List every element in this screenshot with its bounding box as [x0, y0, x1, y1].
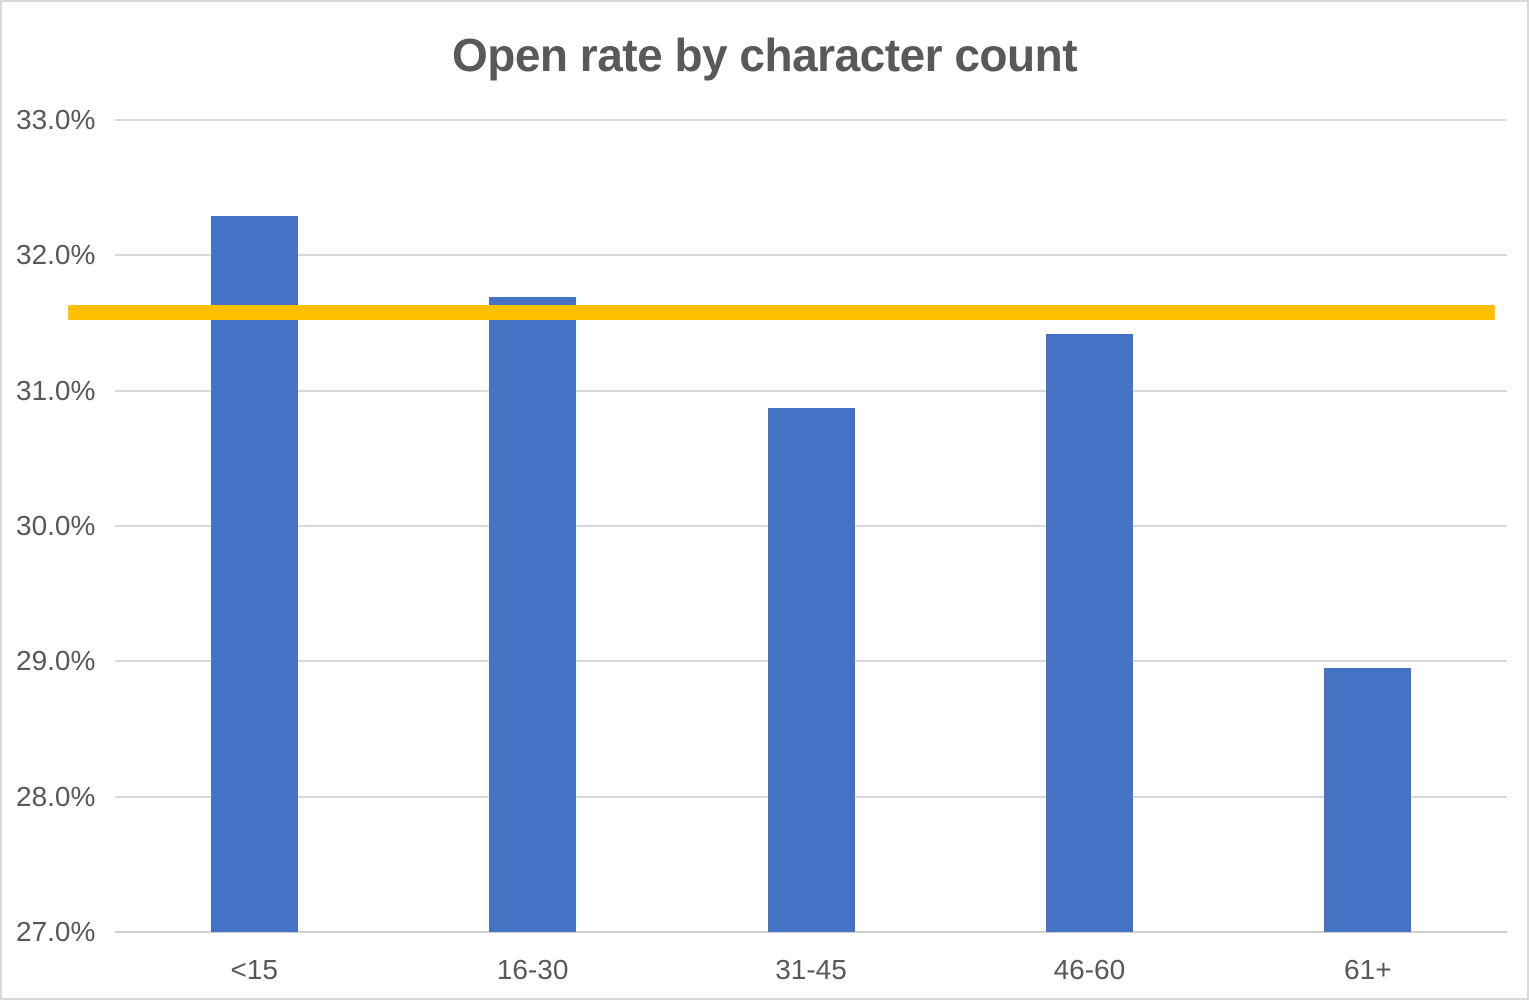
y-tick-label: 30.0%	[16, 510, 96, 541]
bar	[1324, 668, 1412, 932]
bar	[210, 216, 298, 932]
bar	[767, 408, 855, 932]
y-tick-label: 27.0%	[16, 916, 96, 947]
gridline	[115, 254, 1507, 257]
x-tick-label: 31-45	[775, 954, 847, 985]
gridline	[115, 119, 1507, 121]
x-tick-label: 16-30	[496, 954, 569, 985]
y-tick-label: 31.0%	[16, 374, 96, 406]
y-tick-label: 28.0%	[16, 780, 96, 812]
gridline	[115, 389, 1507, 392]
bar	[489, 297, 577, 932]
y-tick-label: 33.0%	[16, 104, 96, 135]
y-tick-label: 29.0%	[16, 645, 96, 677]
chart-title: Open rate by character count	[451, 29, 1078, 81]
x-axis-line	[115, 931, 1507, 933]
bar	[1045, 333, 1133, 932]
y-tick-label: 32.0%	[16, 239, 96, 271]
x-tick-label: <15	[230, 954, 278, 985]
x-tick-label: 46-60	[1053, 954, 1126, 985]
x-tick-label: 61+	[1344, 954, 1392, 985]
average-line	[68, 304, 1495, 320]
